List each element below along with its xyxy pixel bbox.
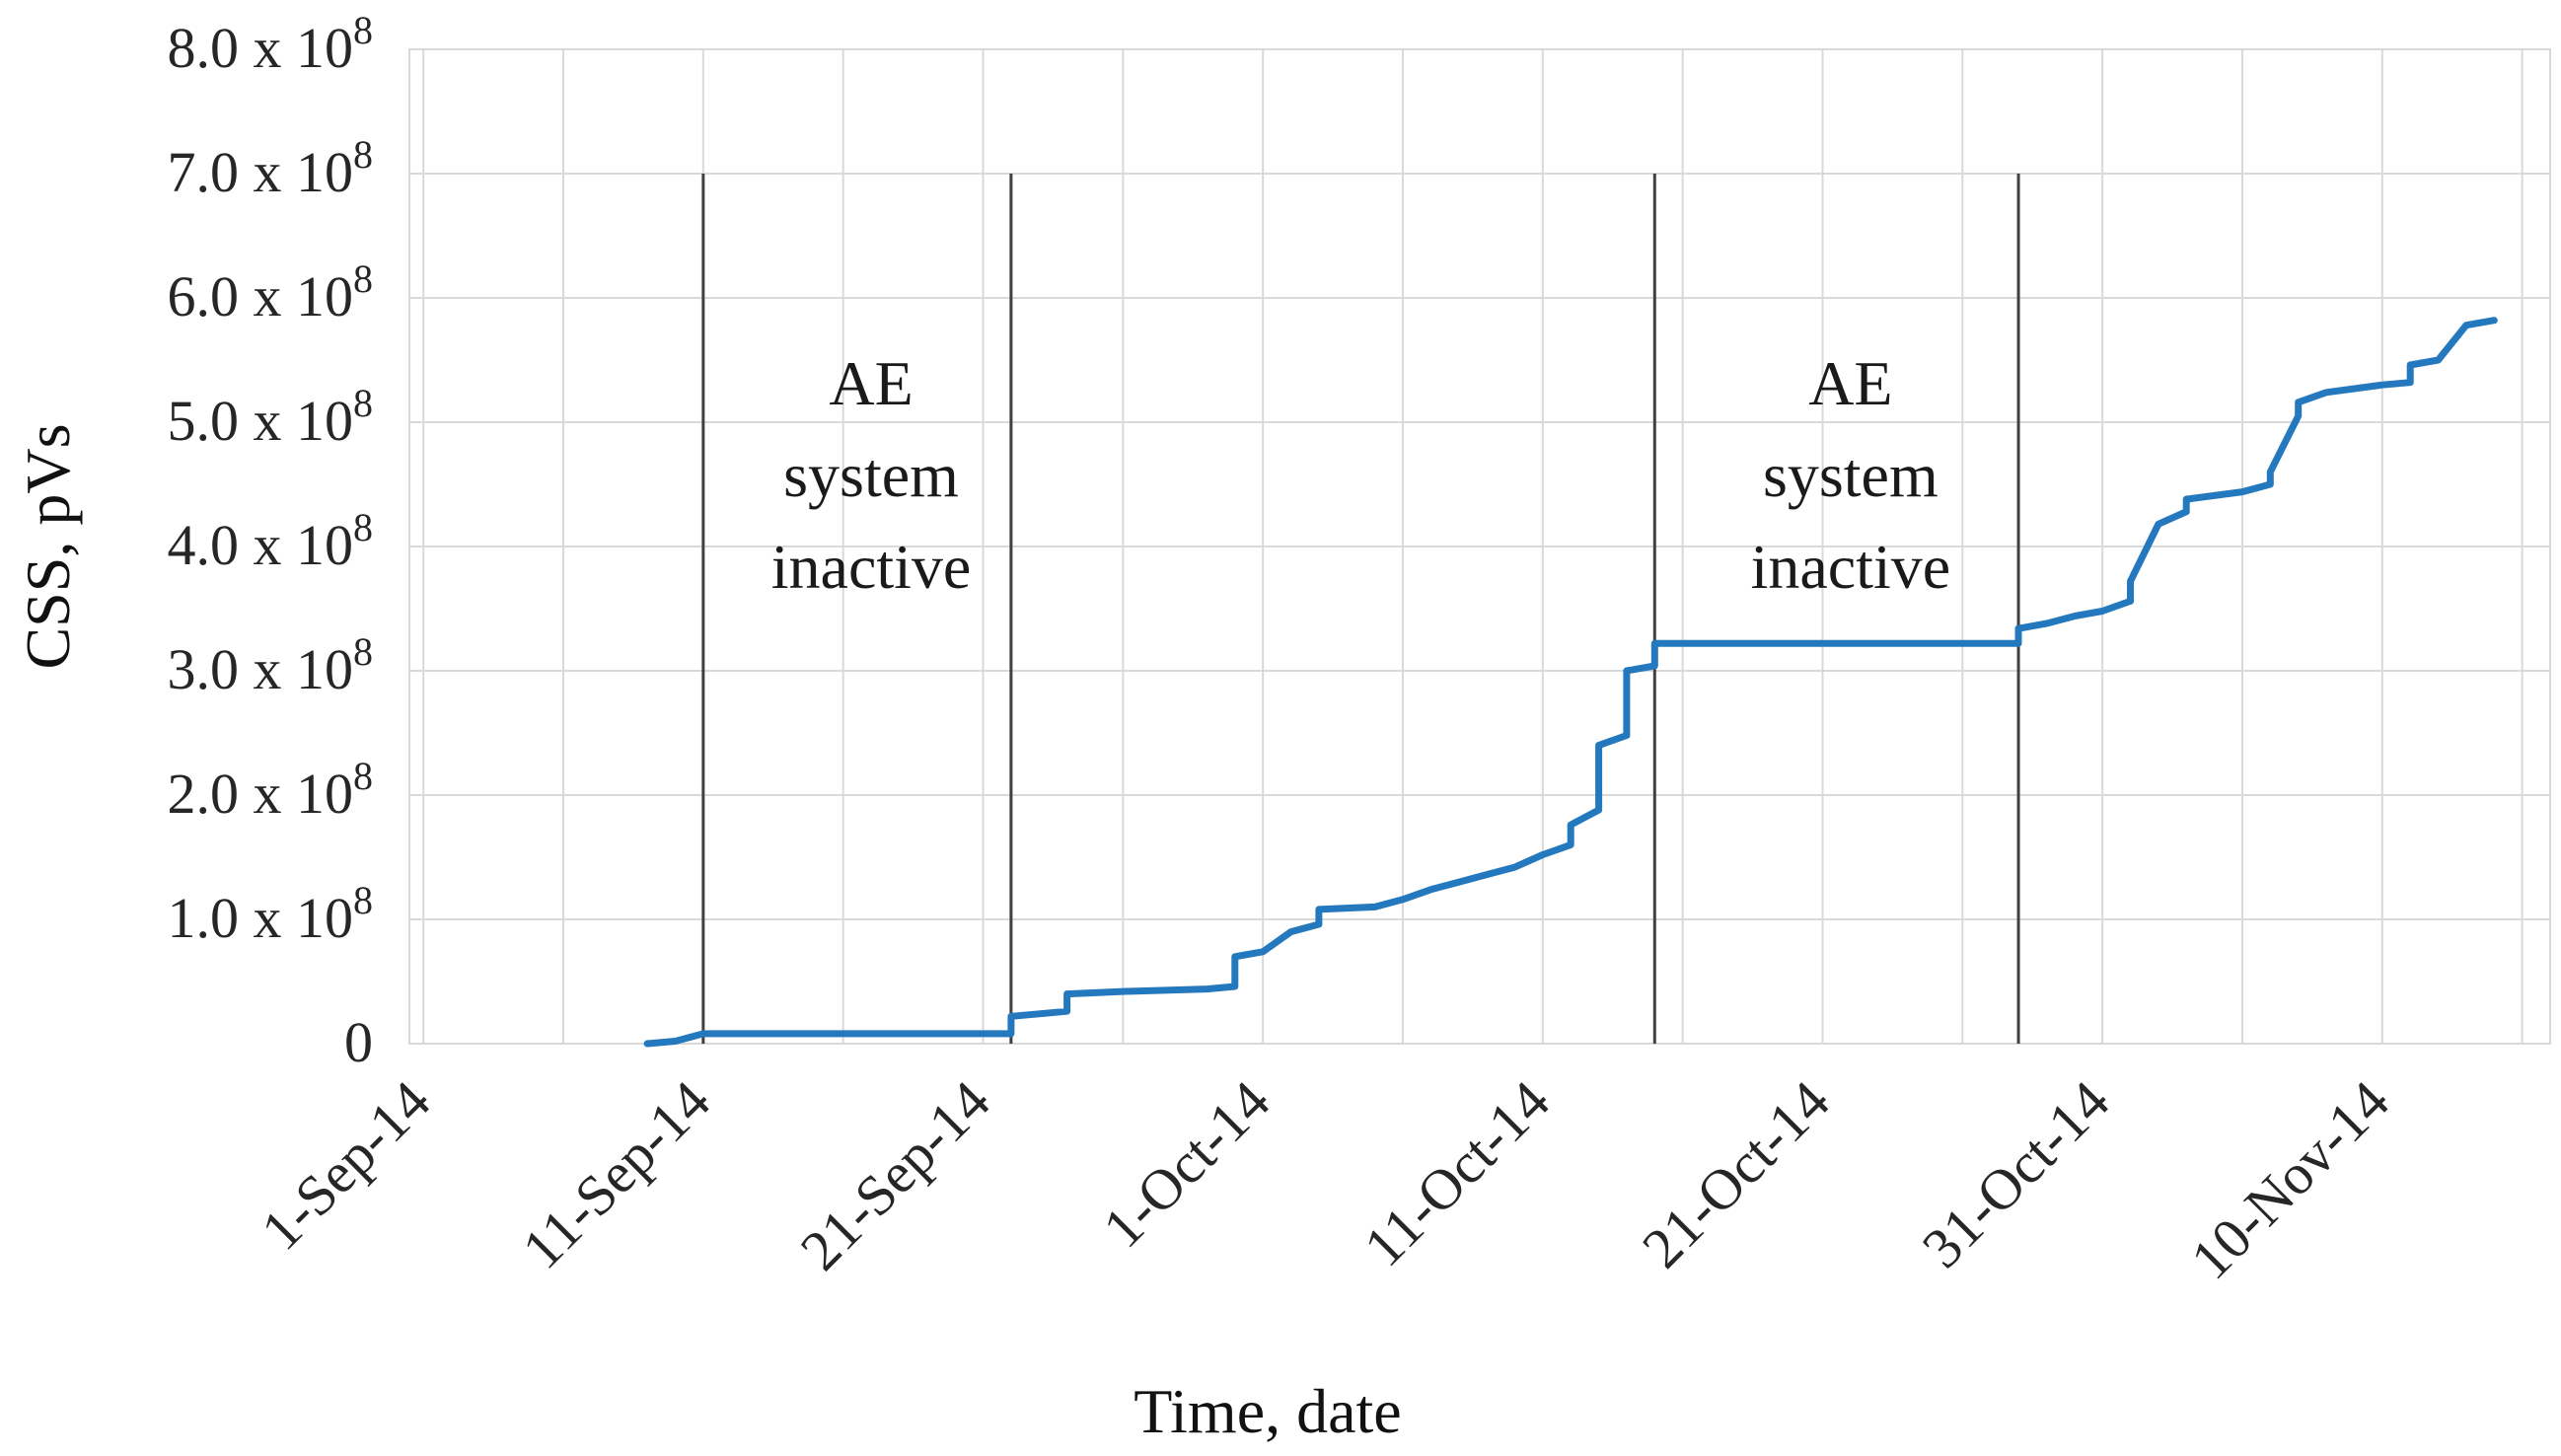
y-tick-exponent: 8 — [353, 381, 373, 425]
x-tick: 21-Sep-14 — [788, 1068, 1002, 1282]
plot-frame — [408, 48, 2551, 1045]
y-tick-exponent: 8 — [353, 8, 373, 52]
y-tick-exponent: 8 — [353, 878, 373, 922]
x-tick: 1-Oct-14 — [1090, 1068, 1281, 1260]
y-tick-exponent: 8 — [353, 629, 373, 674]
y-tick-label: 5.0 x 108 — [168, 381, 374, 453]
x-axis-title: Time, date — [1134, 1376, 1401, 1446]
x-tick-label: 11-Sep-14 — [510, 1068, 722, 1280]
x-tick: 1-Sep-14 — [249, 1068, 442, 1262]
x-tick: 31-Oct-14 — [1910, 1068, 2122, 1280]
y-tick-exponent: 8 — [353, 256, 373, 301]
y-tick-exponent: 8 — [353, 505, 373, 549]
y-axis-title: CSS, pVs — [13, 424, 83, 670]
annotation-line: system — [783, 440, 959, 510]
series-layer — [643, 317, 2498, 1048]
annotation-line: AE — [829, 348, 913, 418]
annotation-ae-system-inactive: AE system inactive — [771, 348, 972, 602]
y-tick-label: 1.0 x 108 — [168, 878, 374, 950]
y-tick-label: 7.0 x 108 — [168, 132, 374, 204]
annotation-ae-system-inactive: AE system inactive — [1751, 348, 1951, 602]
y-tick-label: 8.0 x 108 — [168, 8, 374, 80]
css-series-line — [643, 317, 2498, 1048]
x-axis-ticks: 1-Sep-14 11-Sep-14 21-Sep-14 1-Oct-14 11-Oct… — [249, 1068, 2401, 1291]
x-tick: 21-Oct-14 — [1630, 1068, 1842, 1280]
x-tick: 11-Sep-14 — [510, 1068, 722, 1280]
annotation-line: AE — [1808, 348, 1892, 418]
y-tick-label: 4.0 x 108 — [168, 505, 374, 577]
x-tick: 10-Nov-14 — [2178, 1068, 2401, 1291]
x-tick-label: 10-Nov-14 — [2178, 1068, 2401, 1291]
y-axis-ticks: 0 1.0 x 108 2.0 x 108 3.0 x 108 4.0 x 108 5.0… — [168, 8, 374, 1074]
x-tick-label: 1-Sep-14 — [249, 1068, 442, 1262]
gridlines — [408, 48, 2551, 1045]
x-tick-label: 21-Sep-14 — [788, 1068, 1002, 1282]
y-tick-exponent: 8 — [353, 754, 373, 798]
annotations: AE system inactive AE system inactive — [771, 348, 1950, 602]
x-tick-label: 21-Oct-14 — [1630, 1068, 1842, 1280]
x-tick-label: 11-Oct-14 — [1352, 1068, 1562, 1278]
x-tick: 11-Oct-14 — [1352, 1068, 1562, 1278]
y-tick-label: 2.0 x 108 — [168, 754, 374, 826]
x-tick-label: 1-Oct-14 — [1090, 1068, 1281, 1260]
annotation-line: system — [1763, 440, 1939, 510]
y-tick-label: 3.0 x 108 — [168, 629, 374, 701]
x-tick-label: 31-Oct-14 — [1910, 1068, 2122, 1280]
inactive-period-markers — [701, 174, 2020, 1044]
annotation-line: inactive — [1751, 532, 1951, 602]
annotation-line: inactive — [771, 532, 972, 602]
y-tick-label: 0 — [344, 1010, 373, 1074]
y-tick-exponent: 8 — [353, 132, 373, 177]
y-tick-label: 6.0 x 108 — [168, 256, 374, 328]
